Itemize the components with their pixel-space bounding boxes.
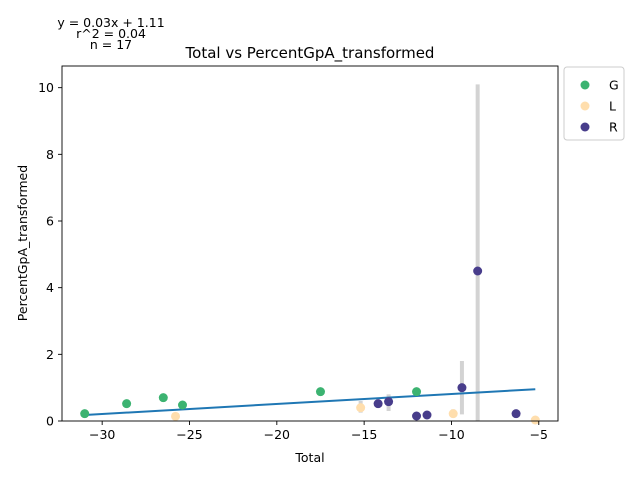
y-axis: 0 2 4 6 8 10 xyxy=(38,80,62,429)
plot-area xyxy=(61,65,559,425)
data-point-R xyxy=(373,399,383,409)
data-points xyxy=(80,266,540,425)
y-tick-label: 0 xyxy=(46,414,54,429)
plot-frame xyxy=(61,65,559,422)
y-tick-label: 2 xyxy=(46,347,54,362)
x-tick-label: −10 xyxy=(438,427,464,442)
y-tick-label: 8 xyxy=(46,147,54,162)
data-point-G xyxy=(178,400,188,410)
regression-line-group xyxy=(84,388,536,416)
regression-n: n = 17 xyxy=(90,37,132,52)
legend-marker-R xyxy=(580,122,590,132)
data-point-L xyxy=(171,411,181,421)
x-axis: −30 −25 −20 −15 −10 −5 xyxy=(89,421,548,442)
x-tick-label: −30 xyxy=(89,427,115,442)
regression-r2: r^2 = 0.04 xyxy=(76,26,146,41)
legend-frame xyxy=(563,66,625,141)
data-point-R xyxy=(384,397,394,407)
x-tick-label: −25 xyxy=(176,427,202,442)
x-tick-label: −20 xyxy=(264,427,290,442)
y-tick-label: 4 xyxy=(46,280,54,295)
y-axis-label: PercentGpA_transformed xyxy=(15,165,30,321)
data-point-R xyxy=(422,410,432,420)
data-point-G xyxy=(158,393,168,403)
y-tick-label: 6 xyxy=(46,214,54,229)
chart-title: Total vs PercentGpA_transformed xyxy=(185,44,435,63)
data-point-L xyxy=(448,409,458,419)
legend-marker-G xyxy=(580,80,590,90)
legend-label-G: G xyxy=(609,78,619,93)
y-tick-label: 10 xyxy=(38,80,54,95)
legend-marker-L xyxy=(580,101,590,111)
data-point-G xyxy=(315,387,325,397)
legend-label-L: L xyxy=(609,99,616,114)
data-point-G xyxy=(80,409,90,419)
data-point-R xyxy=(457,383,467,393)
data-point-L xyxy=(356,403,366,413)
data-point-R xyxy=(412,411,422,421)
data-point-G xyxy=(412,387,422,397)
regression-line xyxy=(84,388,536,416)
data-point-R xyxy=(473,266,483,276)
x-tick-label: −15 xyxy=(351,427,377,442)
legend-label-R: R xyxy=(609,120,618,135)
data-point-R xyxy=(511,409,521,419)
regression-equation: y = 0.03x + 1.11 xyxy=(57,15,164,30)
data-point-G xyxy=(122,399,132,409)
data-point-L xyxy=(530,415,540,425)
legend: GLR xyxy=(563,66,625,141)
x-tick-label: −5 xyxy=(530,427,548,442)
x-axis-label: Total xyxy=(294,450,324,465)
